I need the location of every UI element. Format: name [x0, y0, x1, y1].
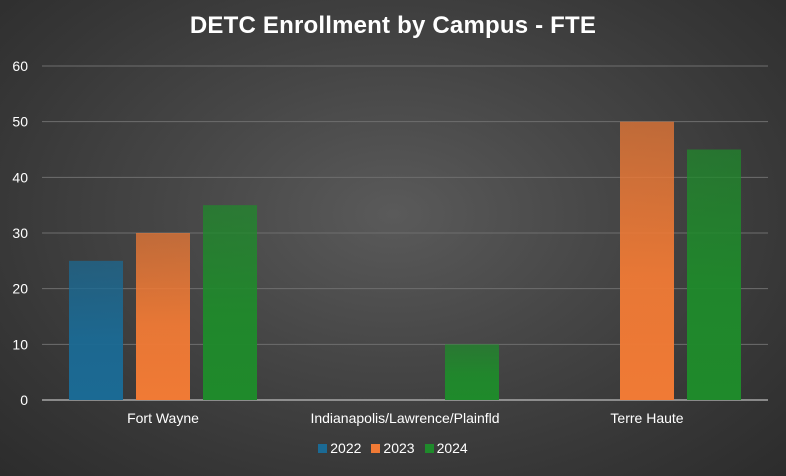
y-tick-label: 20 — [12, 281, 28, 297]
legend-item: 2022 — [318, 440, 361, 456]
chart-title: DETC Enrollment by Campus - FTE — [189, 12, 597, 39]
legend-swatch — [424, 443, 434, 453]
legend-item: 2024 — [424, 440, 468, 456]
bar-2023-0 — [136, 233, 190, 400]
legend-label: 2024 — [436, 440, 468, 456]
bar-2024-0 — [203, 205, 257, 400]
bar-2022-0 — [69, 260, 123, 400]
y-tick-label: 0 — [20, 392, 28, 408]
y-tick-label: 30 — [12, 225, 28, 241]
x-tick-label: Indianapolis/Lawrence/Plainfld — [310, 410, 499, 426]
y-tick-label: 40 — [12, 169, 28, 185]
y-tick-label: 10 — [12, 336, 28, 352]
legend-swatch — [371, 443, 381, 453]
legend-label: 2022 — [330, 440, 362, 456]
legend-swatch — [318, 443, 328, 453]
x-tick-label: Terre Haute — [610, 410, 683, 426]
bar-2023-2 — [620, 121, 674, 401]
x-tick-label: Fort Wayne — [127, 410, 199, 426]
y-tick-label: 60 — [12, 58, 28, 74]
legend-item: 2023 — [371, 440, 415, 456]
bar-2024-2 — [687, 149, 741, 400]
legend-label: 2023 — [383, 440, 415, 456]
y-tick-label: 50 — [12, 114, 28, 130]
bar-2024-1 — [445, 344, 499, 400]
chart-legend: 2022 2023 2024 — [0, 440, 786, 456]
